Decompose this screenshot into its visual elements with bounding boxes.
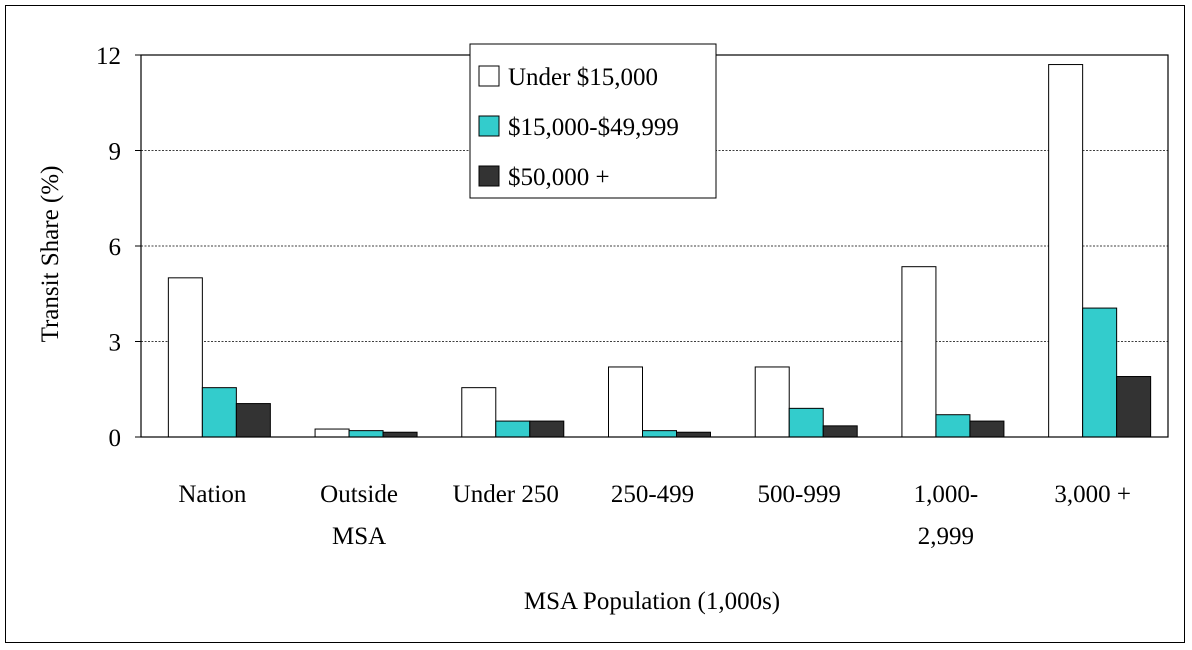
gridlines <box>141 150 1168 342</box>
legend: Under $15,000 $15,000-$49,999 $50,000 + <box>469 43 717 199</box>
y-axis-title: Transit Share (%) <box>37 166 64 343</box>
y-tick-label: 0 <box>109 425 122 452</box>
bar <box>901 266 937 438</box>
legend-entry: $50,000 + <box>508 164 610 191</box>
legend-box <box>469 43 717 199</box>
x-axis-title: MSA Population (1,000s) <box>524 588 780 615</box>
legend-swatch <box>478 115 500 137</box>
bar <box>314 428 350 438</box>
y-tick-label: 3 <box>109 330 122 357</box>
category-label: Outside <box>320 481 398 508</box>
bar <box>1048 64 1084 438</box>
category-label: 3,000 + <box>1054 481 1131 508</box>
y-tick-labels: 0 3 6 9 12 <box>96 43 121 452</box>
y-tick-label: 9 <box>109 139 122 166</box>
legend-entry: $15,000-$49,999 <box>508 114 679 141</box>
bar <box>788 407 824 438</box>
bar <box>676 431 711 438</box>
bar <box>167 277 203 438</box>
bar <box>822 425 858 438</box>
bar <box>935 414 971 438</box>
bar <box>461 387 497 438</box>
y-tick-label: 6 <box>109 234 122 261</box>
category-label: Nation <box>178 481 247 508</box>
bar <box>608 366 643 438</box>
category-label: MSA <box>332 523 386 550</box>
bar <box>201 387 237 438</box>
legend-swatch <box>478 165 500 187</box>
bar <box>382 431 418 438</box>
category-labels: Nation Outside MSA Under 250 250-499 500-999 1… <box>178 481 1131 550</box>
bar <box>348 430 384 438</box>
bars <box>167 64 1152 438</box>
y-tick-label: 12 <box>96 43 121 70</box>
legend-entry: Under $15,000 <box>508 64 658 91</box>
category-label: 1,000- <box>914 481 979 508</box>
category-label: 500-999 <box>758 481 841 508</box>
bar <box>495 420 531 438</box>
bar <box>754 366 790 438</box>
bar <box>969 420 1005 438</box>
category-label: Under 250 <box>453 481 559 508</box>
bar <box>235 403 271 438</box>
category-label: 250-499 <box>611 481 694 508</box>
bar <box>529 420 565 438</box>
category-label: 2,999 <box>918 523 974 550</box>
bar <box>1116 376 1152 438</box>
legend-swatch <box>478 65 500 87</box>
bar <box>642 430 677 438</box>
bar <box>1082 307 1118 438</box>
